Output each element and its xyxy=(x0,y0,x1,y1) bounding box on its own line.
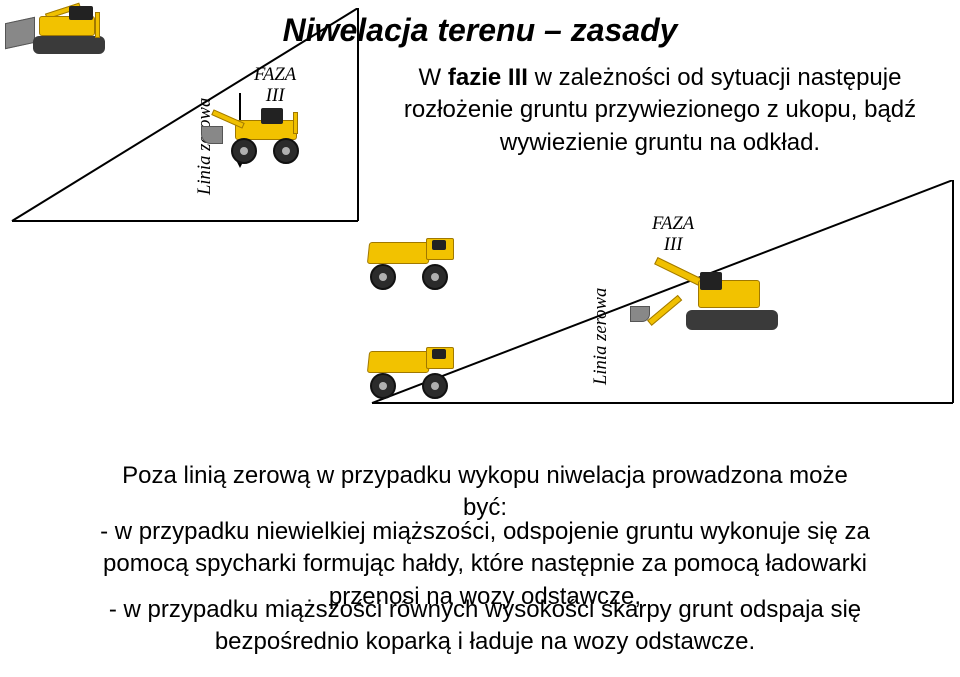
diagram-faza3-right: Linia zerowa FAZA III xyxy=(370,180,955,405)
diagram-faza3-left: Linia zerowa FAZA III xyxy=(10,8,360,223)
paragraph-1: W fazie III w zależności od sytuacji nas… xyxy=(370,62,950,159)
dump-truck-2-icon xyxy=(360,343,470,401)
p1-faze: fazie III xyxy=(448,64,528,91)
linia-zerowa-label-right: Linia zerowa xyxy=(590,288,612,385)
dump-truck-1-icon xyxy=(360,234,470,292)
faza-line2-left: III xyxy=(254,86,296,107)
excavator-icon xyxy=(640,270,790,348)
paragraph-4: - w przypadku miąższości równych wysokoś… xyxy=(100,594,870,659)
faza-line1-right: FAZA xyxy=(652,214,694,235)
faza-label-right: FAZA III xyxy=(652,214,694,255)
wheel-loader-icon xyxy=(205,108,325,166)
faza-line2-right: III xyxy=(652,235,694,256)
bulldozer-icon xyxy=(5,6,120,58)
faza-label-left: FAZA III xyxy=(254,65,296,106)
faza-line1-left: FAZA xyxy=(254,65,296,86)
p1-prefix: W xyxy=(419,64,448,91)
